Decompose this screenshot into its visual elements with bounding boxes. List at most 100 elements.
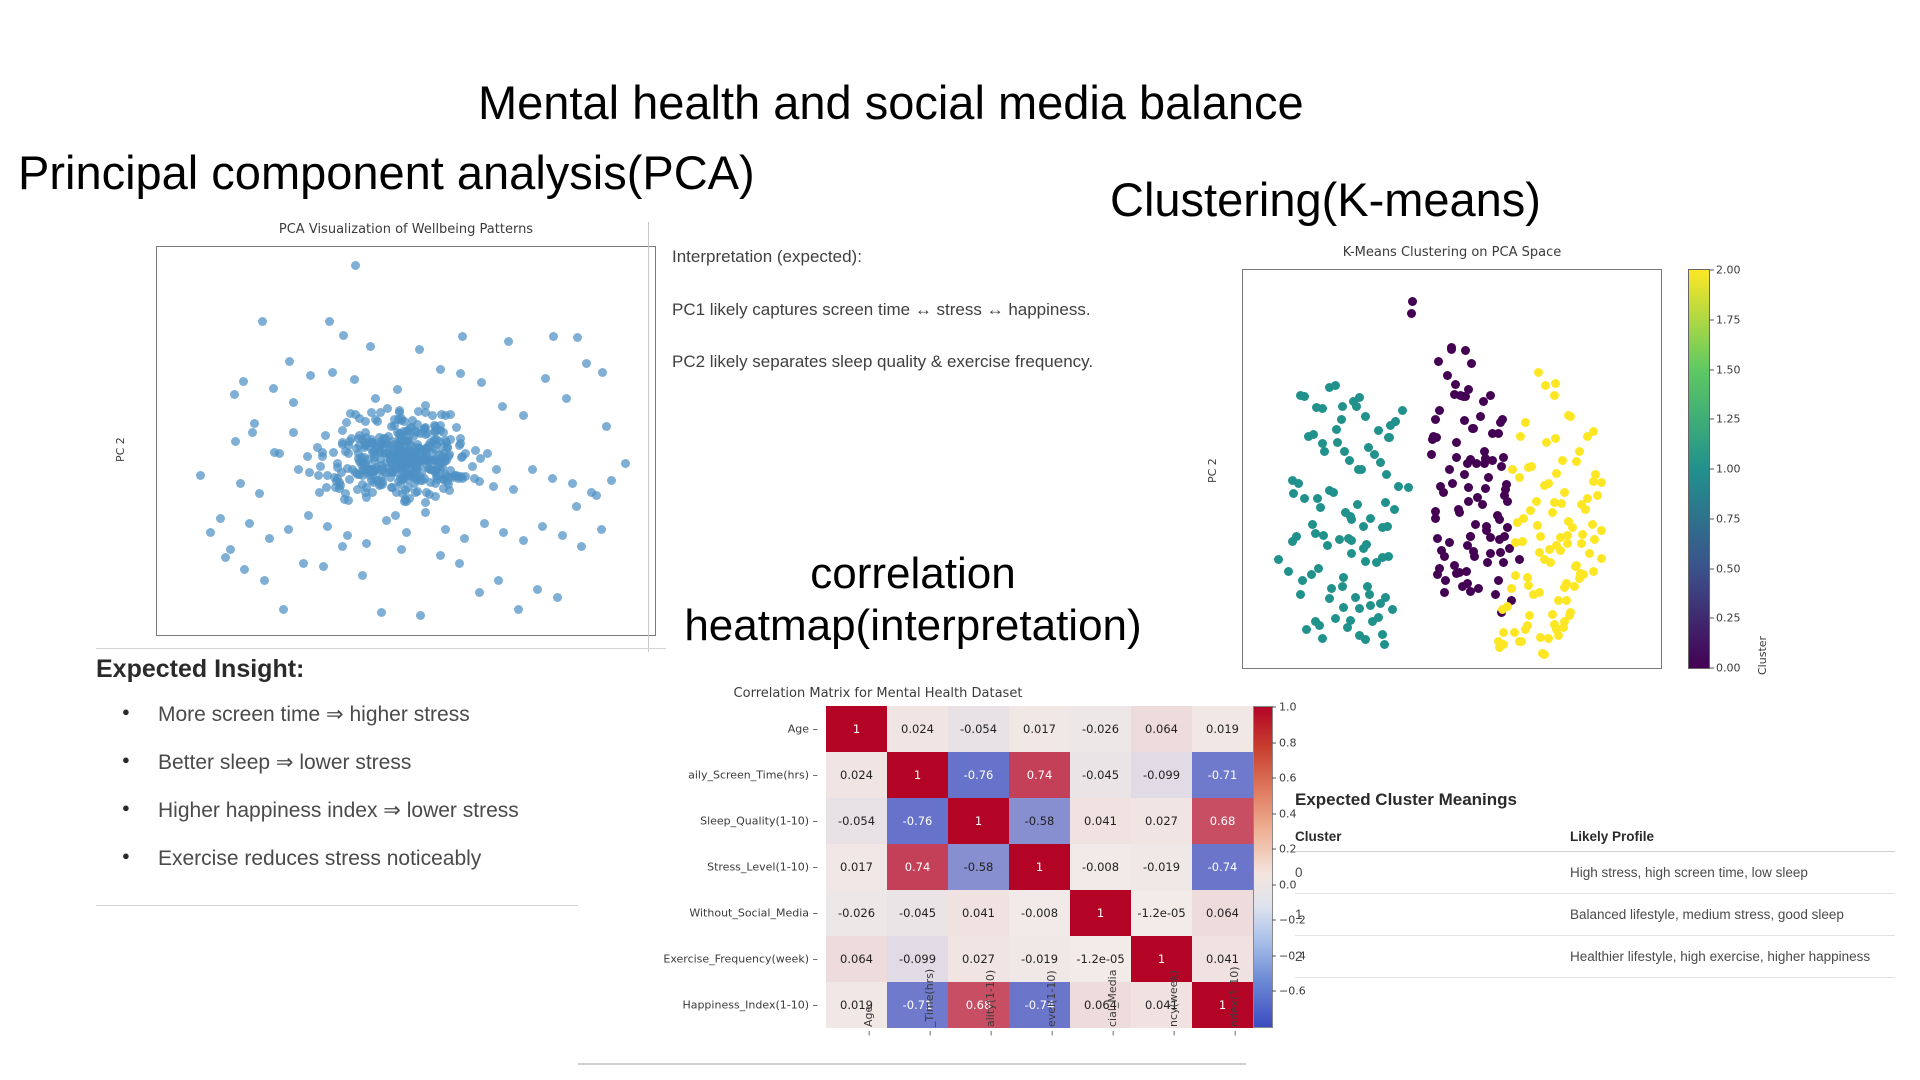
- heatmap-cell: -0.099: [1131, 752, 1192, 798]
- kmeans-data-point: [1535, 531, 1545, 541]
- pca-data-point: [367, 476, 377, 486]
- table-cell: High stress, high screen time, low sleep: [1570, 851, 1895, 894]
- kmeans-data-point: [1379, 640, 1389, 650]
- kmeans-data-point: [1551, 624, 1561, 634]
- heatmap-cell: -0.054: [826, 798, 887, 844]
- colorbar-tickmark: [1709, 617, 1714, 619]
- pca-plot-area: −3−2−10123−4−2024: [156, 246, 656, 636]
- kmeans-data-point: [1577, 539, 1587, 549]
- kmeans-data-point: [1340, 508, 1350, 518]
- pca-data-point: [395, 433, 405, 443]
- kmeans-data-point: [1478, 499, 1488, 509]
- heatmap-cell: 1: [887, 752, 948, 798]
- pca-data-point: [479, 519, 489, 529]
- kmeans-data-point: [1381, 470, 1391, 480]
- pca-data-point: [264, 533, 274, 543]
- kmeans-data-point: [1502, 523, 1512, 533]
- pca-data-point: [328, 368, 338, 378]
- pca-data-point: [432, 463, 442, 473]
- kmeans-data-point: [1498, 453, 1508, 463]
- kmeans-data-point: [1318, 634, 1328, 644]
- pca-data-point: [289, 427, 299, 437]
- heatmap-cell: 1: [1192, 982, 1253, 1028]
- kmeans-data-point: [1351, 593, 1361, 603]
- kmeans-data-point: [1304, 432, 1314, 442]
- pca-data-point: [376, 460, 386, 470]
- pca-data-point: [390, 511, 400, 521]
- pca-data-point: [375, 447, 385, 457]
- kmeans-data-point: [1355, 603, 1365, 613]
- kmeans-data-point: [1472, 458, 1482, 468]
- kmeans-data-point: [1462, 578, 1472, 588]
- pca-data-point: [206, 527, 216, 537]
- heatmap-cell: 1: [1070, 890, 1131, 936]
- pca-y-tickmark: [156, 458, 157, 459]
- pca-data-point: [458, 332, 468, 342]
- kmeans-y-tickmark: [1242, 486, 1243, 487]
- kmeans-data-point: [1540, 649, 1550, 659]
- kmeans-data-point: [1523, 572, 1533, 582]
- pca-data-point: [362, 539, 372, 549]
- pca-data-point: [420, 401, 430, 411]
- heatmap-colorbar-tick: 0.8: [1279, 736, 1297, 750]
- kmeans-data-point: [1584, 549, 1594, 559]
- kmeans-data-point: [1369, 449, 1379, 459]
- kmeans-data-point: [1543, 634, 1553, 644]
- heatmap-col-label: – cial_Media: [1106, 969, 1119, 1036]
- pca-data-point: [456, 369, 466, 379]
- kmeans-data-point: [1308, 520, 1318, 530]
- pca-data-point: [347, 433, 357, 443]
- pca-data-point: [279, 604, 289, 614]
- pca-data-point: [420, 447, 430, 456]
- kmeans-x-tickmark: [1366, 668, 1367, 669]
- pca-data-point: [400, 494, 410, 504]
- kmeans-data-point: [1470, 552, 1480, 562]
- kmeans-data-point: [1500, 484, 1510, 494]
- table-row: 0 High stress, high screen time, low slee…: [1295, 851, 1895, 894]
- pca-data-point: [434, 437, 444, 447]
- kmeans-data-point: [1572, 457, 1582, 467]
- pca-data-point: [371, 393, 381, 403]
- kmeans-data-point: [1521, 417, 1531, 427]
- pca-data-point: [425, 464, 435, 474]
- kmeans-data-point: [1361, 411, 1371, 421]
- pca-data-point: [394, 414, 404, 424]
- pca-data-point: [409, 479, 419, 489]
- pca-data-point: [285, 356, 295, 366]
- kmeans-x-tickmark: [1530, 668, 1531, 669]
- pca-data-point: [419, 453, 429, 463]
- heatmap-colorbar-tickmark: [1272, 884, 1276, 886]
- pca-data-point: [596, 524, 606, 534]
- pca-data-point: [289, 397, 299, 407]
- heatmap-colorbar-tickmark: [1272, 919, 1276, 921]
- kmeans-data-point: [1485, 532, 1495, 542]
- heatmap-row: 0.017 0.74 -0.58 1 -0.008 -0.019 -0.74 Stress_L…: [707, 844, 1253, 890]
- pca-data-point: [474, 587, 484, 597]
- kmeans-y-tickmark: [1242, 662, 1243, 663]
- kmeans-data-point: [1451, 452, 1461, 462]
- kmeans-data-point: [1555, 532, 1565, 542]
- heatmap-cell: 0.064: [826, 936, 887, 982]
- kmeans-data-point: [1498, 628, 1508, 638]
- heatmap-cell: -0.58: [1009, 798, 1070, 844]
- heatmap-cell: 0.041: [948, 890, 1009, 936]
- kmeans-data-point: [1431, 432, 1441, 442]
- kmeans-data-point: [1525, 610, 1535, 620]
- heatmap-colorbar-tick: 0.2: [1279, 842, 1297, 856]
- kmeans-data-point: [1450, 379, 1460, 389]
- heatmap-cell: 0.041: [1131, 982, 1192, 1028]
- kmeans-data-point: [1441, 575, 1451, 585]
- pca-data-point: [432, 455, 442, 465]
- kmeans-data-point: [1557, 499, 1567, 509]
- kmeans-data-point: [1539, 555, 1549, 565]
- kmeans-data-point: [1375, 599, 1385, 609]
- kmeans-data-point: [1510, 628, 1520, 638]
- kmeans-data-point: [1547, 609, 1557, 619]
- kmeans-data-point: [1562, 595, 1572, 605]
- heatmap-colorbar-tick: 0.6: [1279, 771, 1297, 785]
- pca-data-point: [454, 471, 464, 481]
- heatmap-row-label: aily_Screen_Time(hrs) –: [688, 768, 818, 782]
- pca-data-point: [284, 524, 294, 534]
- colorbar-tick: 0.50: [1716, 562, 1741, 575]
- pca-data-point: [557, 530, 567, 540]
